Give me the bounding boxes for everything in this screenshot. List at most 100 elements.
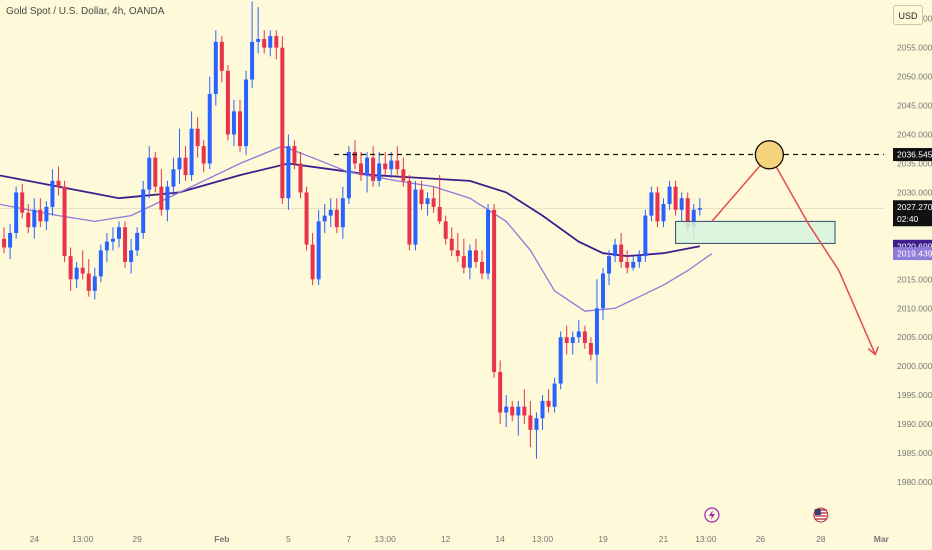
candle — [250, 1, 255, 89]
candle — [274, 30, 279, 60]
candle-body — [522, 406, 527, 416]
candle — [365, 151, 370, 193]
candle — [649, 186, 654, 222]
projection-path — [711, 153, 876, 355]
candle-body — [213, 41, 218, 94]
candle-body — [334, 209, 339, 228]
time-tick-label: 14 — [495, 534, 505, 544]
candle — [631, 256, 636, 271]
candle — [449, 227, 454, 257]
candle — [8, 224, 13, 260]
candle — [401, 157, 406, 187]
candle-body — [328, 209, 333, 216]
candle — [498, 360, 503, 425]
candle-body — [298, 163, 303, 193]
candle — [334, 198, 339, 233]
candle-body — [594, 308, 599, 355]
ma-slow-line — [0, 162, 700, 258]
candle — [98, 244, 103, 283]
moving-averages — [0, 145, 884, 312]
candle-body — [431, 198, 436, 207]
price-tick-label: 1985.000 — [897, 448, 932, 458]
candle-body — [183, 157, 188, 176]
candle — [637, 250, 642, 268]
candle — [510, 400, 515, 422]
time-tick-label: 13:00 — [375, 534, 397, 544]
candle — [56, 166, 61, 196]
time-tick-label: 5 — [286, 534, 291, 544]
candle-body — [516, 406, 521, 416]
candle-body — [286, 146, 291, 199]
time-tick-label: 21 — [659, 534, 669, 544]
candle-body — [443, 221, 448, 239]
candle-body — [346, 151, 351, 199]
candle-body — [153, 157, 158, 187]
candle-body — [504, 406, 509, 413]
candle — [594, 279, 599, 384]
candle — [619, 232, 624, 268]
currency-button[interactable]: USD — [893, 5, 923, 25]
time-tick-label: Feb — [214, 534, 229, 544]
candle — [425, 192, 430, 216]
candle-body — [643, 215, 648, 257]
candle — [256, 7, 261, 54]
candle-body — [619, 244, 624, 262]
candle-body — [486, 209, 491, 274]
candle — [2, 227, 7, 254]
time-tick-label: 12 — [441, 534, 451, 544]
candle-body — [310, 244, 315, 280]
candle-body — [425, 198, 430, 205]
candle-body — [171, 169, 176, 187]
candle — [540, 395, 545, 430]
candle — [473, 238, 478, 268]
candle-body — [207, 93, 212, 164]
candle — [147, 146, 152, 199]
candle-body — [480, 261, 484, 274]
candle-body — [631, 261, 636, 268]
price-tick-label: 1995.000 — [897, 390, 932, 400]
candle — [383, 151, 388, 176]
candle — [661, 198, 666, 228]
candle — [92, 267, 97, 300]
candle — [68, 247, 73, 291]
candle — [558, 331, 563, 390]
candle-body — [92, 276, 97, 291]
candle-body — [383, 163, 388, 170]
candle-body — [177, 157, 182, 170]
candle-body — [691, 209, 696, 228]
candle-body — [492, 209, 497, 372]
candle — [74, 261, 79, 288]
candle-body — [244, 79, 249, 147]
time-tick-label: 7 — [347, 534, 352, 544]
candle-body — [546, 400, 551, 407]
candle-body — [231, 111, 236, 135]
candle — [62, 180, 67, 262]
candle-body — [98, 250, 103, 277]
ma-slow-price-label: 2020.699 — [897, 241, 932, 251]
current-price-label-bg — [893, 200, 932, 227]
candle — [38, 198, 43, 228]
candle — [298, 151, 303, 199]
candle-body — [74, 267, 79, 280]
candle-body — [50, 180, 55, 207]
candle — [516, 400, 521, 436]
candle-body — [304, 192, 309, 245]
candle — [225, 65, 230, 141]
candle — [613, 238, 618, 262]
candle — [322, 204, 327, 233]
candle — [110, 227, 115, 251]
candle-body — [564, 337, 569, 344]
candle-body — [219, 41, 224, 71]
chart-title: Gold Spot / U.S. Dollar, 4h, OANDA — [6, 6, 165, 17]
candle — [244, 70, 249, 155]
candle-body — [613, 244, 618, 257]
price-tick-label: 2055.000 — [897, 43, 932, 53]
time-tick-label: 19 — [598, 534, 608, 544]
candle — [117, 221, 121, 248]
candle-body — [256, 38, 261, 42]
candle-body — [371, 157, 376, 181]
candle-body — [159, 186, 164, 210]
candle-body — [407, 180, 412, 245]
candle-body — [534, 418, 539, 430]
